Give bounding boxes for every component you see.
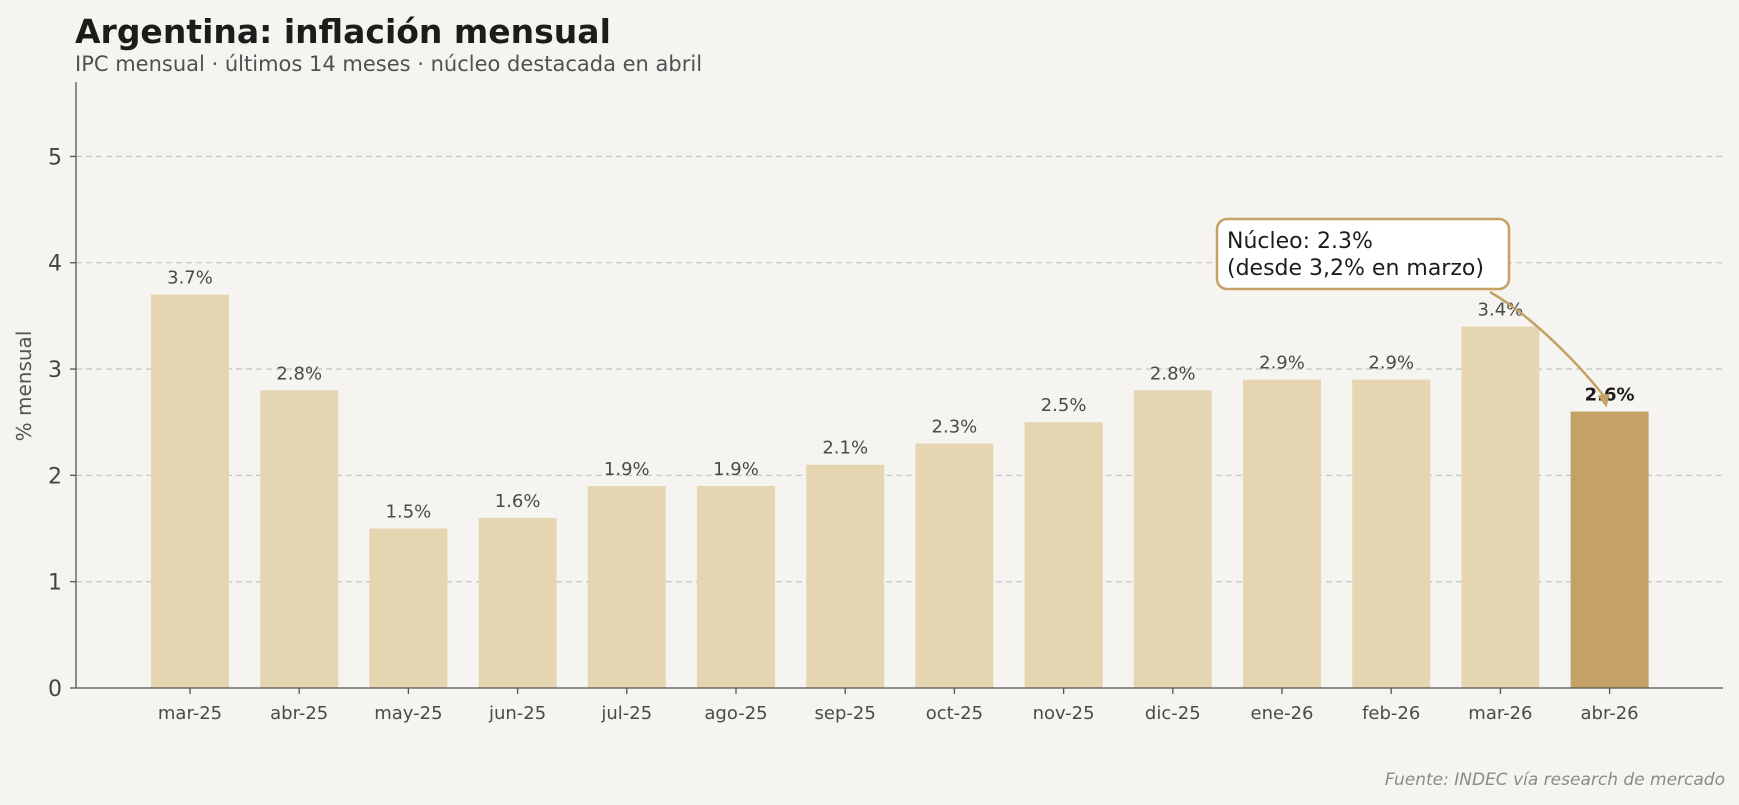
annotation-line1: Núcleo: 2.3%: [1227, 229, 1373, 254]
value-label: 2.5%: [1041, 395, 1087, 416]
value-label: 1.6%: [495, 491, 541, 512]
y-tick-label: 1: [48, 571, 62, 596]
bar-jun-25: [478, 517, 557, 688]
y-tick-label: 3: [48, 358, 62, 383]
value-label: 2.3%: [932, 416, 978, 437]
x-ticks: mar-25 abr-25 may-25 jun-25 jul-25 ago-25 sep-…: [158, 688, 1639, 724]
annotation-arrowhead: [1597, 393, 1610, 408]
bar-mar-25: [151, 294, 229, 688]
y-tick-label: 4: [48, 252, 62, 277]
value-labels: 3.7% 2.8% 1.5% 1.6% 1.9% 1.9% 2.1% 2.3% 2.5% 2.8%…: [167, 268, 1634, 523]
y-axis-label: % mensual: [12, 331, 36, 442]
annotation-box: [1215, 217, 1511, 291]
bars: [151, 294, 1649, 688]
bar-dic-25: [1133, 390, 1212, 688]
x-tick-label: may-25: [374, 703, 442, 724]
value-label: 2.8%: [276, 363, 322, 384]
value-label: 2.6%: [1585, 385, 1635, 406]
y-ticks: 0 1 2 3 4 5: [48, 145, 76, 702]
bar-abr-25: [260, 390, 339, 688]
bar-jul-25: [587, 486, 666, 688]
x-tick-label: ene-26: [1251, 703, 1314, 724]
chart-subtitle: IPC mensual · últimos 14 meses · núcleo …: [75, 52, 703, 76]
x-tick-label: feb-26: [1362, 703, 1420, 724]
value-label: 3.7%: [167, 268, 213, 289]
value-label: 2.9%: [1259, 353, 1305, 374]
annotation: Núcleo: 2.3% (desde 3,2% en marzo): [1215, 217, 1610, 408]
y-tick-label: 0: [48, 677, 62, 702]
annotation-line2: (desde 3,2% en marzo): [1227, 256, 1484, 281]
bar-may-25: [369, 528, 448, 688]
x-tick-label: mar-25: [158, 703, 222, 724]
x-tick-label: nov-25: [1033, 703, 1095, 724]
axes: [75, 82, 1723, 689]
value-label: 1.9%: [713, 459, 759, 480]
x-tick-label: oct-25: [926, 703, 983, 724]
bar-nov-25: [1024, 422, 1103, 688]
value-label: 2.8%: [1150, 363, 1196, 384]
x-tick-label: jun-25: [488, 703, 546, 724]
bar-mar-26: [1461, 326, 1540, 688]
annotation-arrow: [1489, 290, 1608, 401]
x-tick-label: abr-25: [270, 703, 328, 724]
bar-feb-26: [1352, 379, 1431, 688]
chart-title: Argentina: inflación mensual: [75, 12, 611, 51]
x-tick-label: dic-25: [1145, 703, 1201, 724]
bar-ene-26: [1243, 379, 1321, 688]
bar-abr-26: [1570, 411, 1649, 688]
value-label: 1.9%: [604, 459, 650, 480]
bar-oct-25: [915, 443, 994, 688]
value-label: 2.1%: [822, 438, 868, 459]
y-tick-label: 5: [48, 145, 62, 170]
bar-ago-25: [697, 486, 775, 688]
x-tick-label: sep-25: [815, 703, 876, 724]
x-tick-label: abr-26: [1581, 703, 1639, 724]
x-tick-label: mar-26: [1468, 703, 1532, 724]
x-tick-label: jul-25: [600, 703, 652, 724]
x-tick-label: ago-25: [704, 703, 767, 724]
value-label: 1.5%: [386, 502, 432, 523]
chart-source: Fuente: INDEC vía research de mercado: [1384, 770, 1725, 790]
bar-sep-25: [806, 464, 885, 688]
value-label: 2.9%: [1368, 353, 1414, 374]
y-tick-label: 2: [48, 464, 62, 489]
